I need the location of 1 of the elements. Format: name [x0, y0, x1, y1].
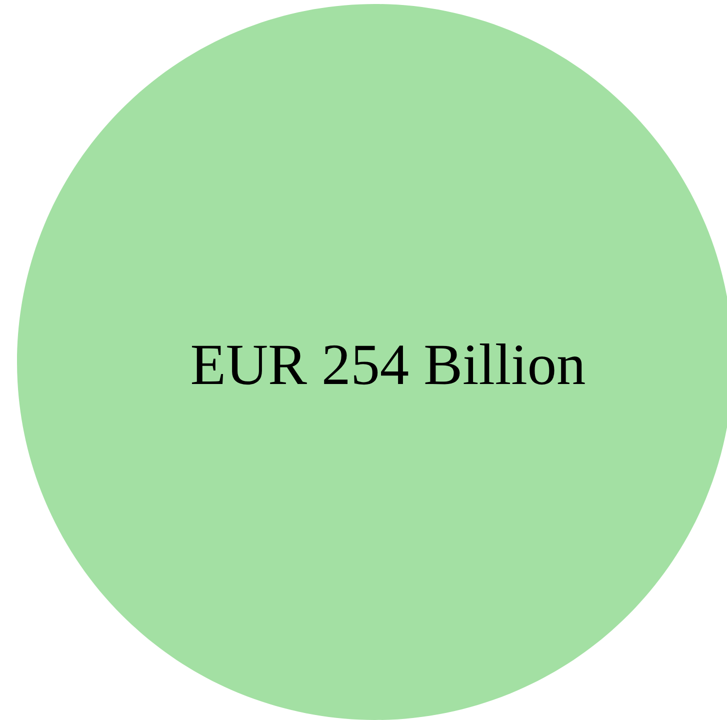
data-label: EUR 254 Billion — [192, 344, 585, 385]
